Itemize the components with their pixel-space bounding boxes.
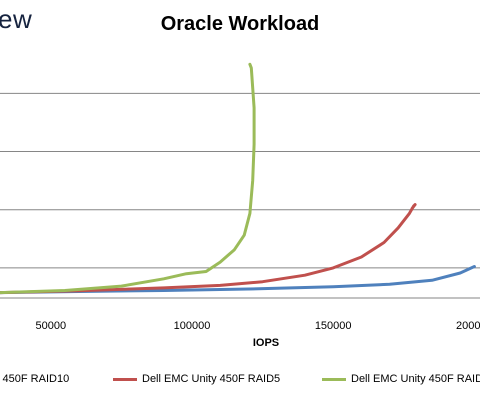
series-lines [0,62,476,295]
legend-swatch [322,377,346,381]
legend-item-raid10-green: Dell EMC Unity 450F RAID10 [322,373,480,385]
legend-label: y 450F RAID10 [0,373,70,385]
x-tick-labels: 50000 100000 150000 200000 [36,320,480,332]
legend: y 450F RAID10 Dell EMC Unity 450F RAID5 … [0,373,480,389]
x-tick-label: 100000 [174,320,211,332]
x-tick-label: 50000 [36,320,67,332]
series-line [0,62,256,295]
brand-logo-text: ew [0,4,33,34]
chart-title: Oracle Workload [160,13,320,35]
series-line [0,203,417,295]
legend-swatch [113,377,137,381]
x-tick-label: 200000 [456,320,480,332]
x-tick-label: 150000 [315,320,352,332]
legend-item-raid10-blue: y 450F RAID10 [0,373,69,385]
gridlines [0,92,480,299]
legend-label: Dell EMC Unity 450F RAID5 [142,373,281,385]
legend-label: Dell EMC Unity 450F RAID10 [351,373,480,385]
x-axis-label: IOPS [252,337,280,349]
legend-item-raid5: Dell EMC Unity 450F RAID5 [113,373,280,385]
